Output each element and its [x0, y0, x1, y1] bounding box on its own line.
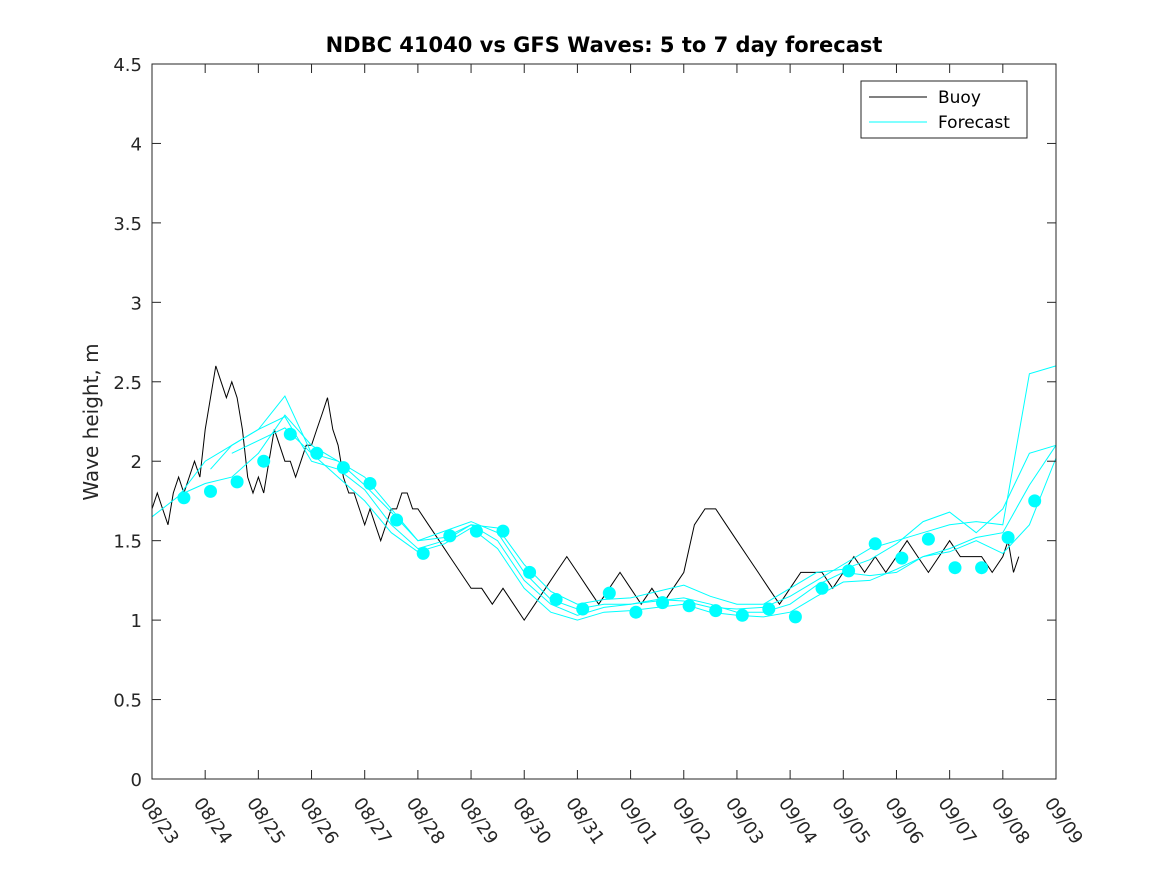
forecast-point — [842, 564, 856, 578]
forecast-point — [1001, 531, 1015, 544]
forecast-point — [921, 532, 935, 546]
y-axis-ticks: 0 0.5 1 1.5 2 2.5 3 3.5 4 4.5 — [113, 55, 1056, 791]
forecast-point — [576, 602, 590, 616]
forecast-point — [204, 484, 217, 498]
forecast-point — [709, 604, 723, 618]
y-tick-label: 0 — [131, 770, 142, 791]
forecast-point — [788, 610, 802, 624]
chart-title: NDBC 41040 vs GFS Waves: 5 to 7 day fore… — [326, 33, 883, 57]
forecast-point — [230, 475, 244, 489]
forecast-point — [283, 427, 297, 441]
forecast-point — [629, 605, 643, 619]
forecast-point — [895, 551, 909, 565]
forecast-point — [363, 477, 377, 490]
axes-box — [151, 63, 1057, 780]
forecast-point — [390, 513, 404, 527]
series-line-forecast — [231, 427, 1057, 621]
marker-layer — [177, 427, 1042, 624]
y-tick-label: 2 — [131, 452, 142, 473]
forecast-point — [443, 529, 457, 543]
forecast-point — [257, 454, 271, 468]
forecast-point — [549, 593, 563, 606]
legend-buoy-label: Buoy — [938, 88, 981, 108]
legend: Buoy Forecast — [860, 80, 1028, 139]
legend-forecast-label: Forecast — [938, 113, 1010, 133]
legend-box — [860, 80, 1028, 139]
forecast-point — [948, 561, 962, 575]
y-tick-label: 4.5 — [113, 55, 142, 76]
forecast-point — [496, 524, 510, 538]
series-line-forecast — [183, 414, 1057, 605]
series-line-forecast — [210, 416, 1057, 616]
forecast-point — [602, 586, 616, 600]
forecast-point — [656, 596, 669, 610]
y-tick-label: 1 — [131, 611, 142, 632]
y-tick-label: 2.5 — [113, 373, 142, 394]
forecast-point — [336, 461, 350, 475]
forecast-point — [523, 565, 537, 579]
forecast-point — [735, 608, 749, 622]
plot-area — [152, 64, 1056, 779]
forecast-point — [975, 561, 989, 575]
y-tick-label: 0.5 — [113, 691, 142, 712]
forecast-point — [762, 602, 776, 616]
forecast-point — [682, 599, 696, 613]
forecast-point — [416, 546, 430, 560]
forecast-point — [310, 446, 324, 460]
y-axis-label: Wave height, m — [79, 343, 103, 500]
forecast-point — [868, 537, 882, 551]
y-tick-label: 1.5 — [113, 532, 142, 553]
y-tick-label: 4 — [131, 134, 142, 155]
forecast-point — [815, 581, 829, 595]
series-line-forecast — [151, 365, 1057, 610]
forecast-point — [1028, 494, 1042, 508]
forecast-point — [177, 491, 191, 505]
forecast-point — [469, 524, 483, 538]
y-tick-label: 3 — [131, 293, 142, 314]
series-layer — [151, 365, 1057, 621]
y-tick-label: 3.5 — [113, 214, 142, 235]
